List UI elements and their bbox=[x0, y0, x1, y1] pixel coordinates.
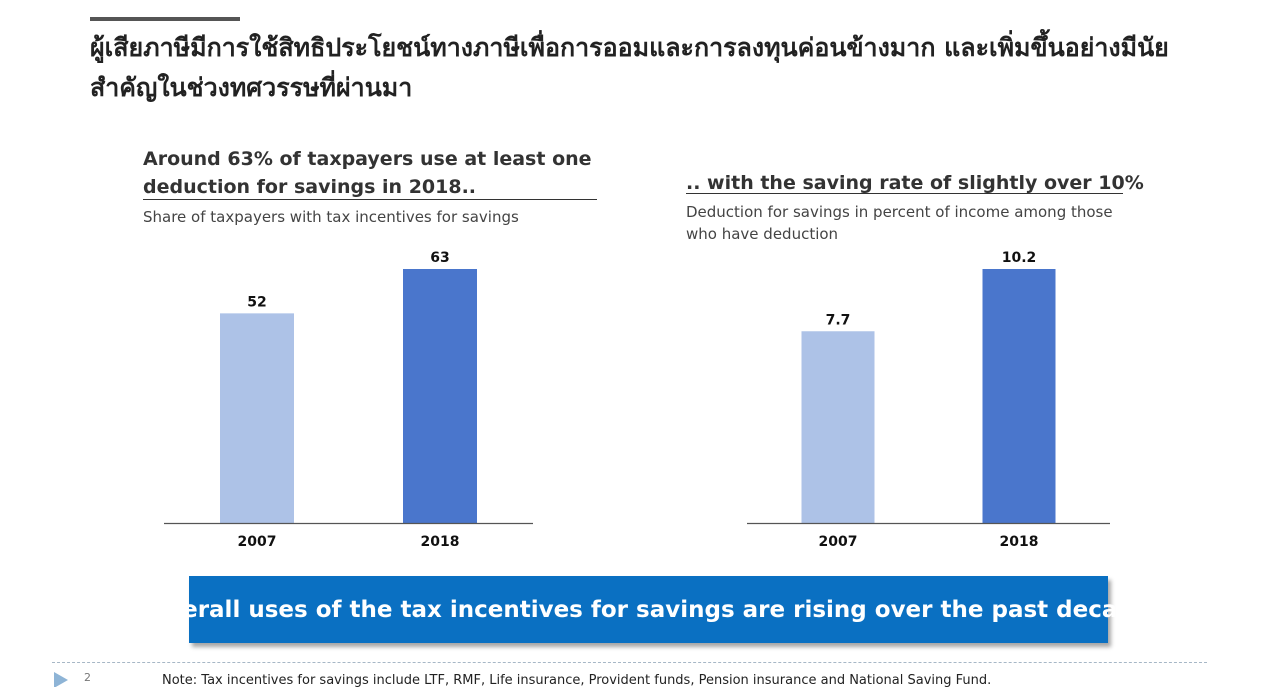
footer-arrow-icon bbox=[54, 672, 68, 687]
right-chart-title-underline bbox=[686, 193, 1123, 194]
right-bar-2007 bbox=[801, 331, 875, 523]
footer-note: Note: Tax incentives for savings include… bbox=[162, 673, 992, 687]
left-chart-title-underline bbox=[143, 199, 597, 200]
right-chart-title: .. with the saving rate of slightly over… bbox=[686, 172, 1144, 194]
right-bar-2018 bbox=[982, 269, 1056, 523]
summary-banner-text: Overall uses of the tax incentives for s… bbox=[147, 596, 1150, 623]
page-number: 2 bbox=[84, 671, 91, 684]
page-title: ผู้เสียภาษีมีการใช้สิทธิประโยชน์ทางภาษีเ… bbox=[90, 33, 1169, 102]
left-tick-label-2018: 2018 bbox=[421, 534, 460, 550]
left-chart-title: Around 63% of taxpayers use at least one… bbox=[143, 148, 592, 198]
left-chart-subtitle: Share of taxpayers with tax incentives f… bbox=[143, 208, 519, 226]
left-bar-2007 bbox=[220, 313, 294, 523]
left-bar-2018 bbox=[403, 269, 477, 523]
title-accent-bar bbox=[90, 17, 240, 21]
right-tick-label-2007: 2007 bbox=[819, 534, 858, 550]
right-value-label-2018: 10.2 bbox=[1002, 250, 1037, 266]
left-value-label-2018: 63 bbox=[430, 250, 449, 266]
footer-divider bbox=[52, 662, 1207, 663]
right-tick-label-2018: 2018 bbox=[1000, 534, 1039, 550]
left-tick-label-2007: 2007 bbox=[238, 534, 277, 550]
right-chart-subtitle: Deduction for savings in percent of inco… bbox=[686, 203, 1113, 243]
right-value-label-2007: 7.7 bbox=[826, 312, 851, 328]
summary-banner: Overall uses of the tax incentives for s… bbox=[148, 576, 1149, 643]
left-value-label-2007: 52 bbox=[247, 294, 266, 310]
